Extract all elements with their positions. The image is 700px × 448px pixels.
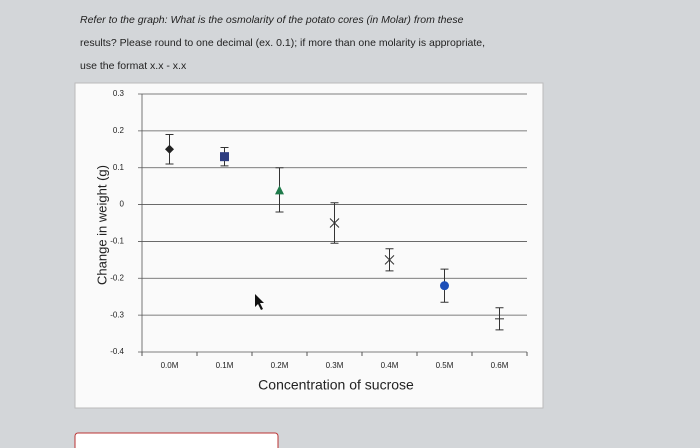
cursor [255,294,264,310]
x-tick-label: 0.5M [436,361,454,370]
answer-box[interactable] [74,432,279,448]
x-tick-label: 0.0M [161,361,179,370]
chart-panel [74,82,544,409]
y-tick-label: -0.2 [110,273,124,282]
x-axis-title: Concentration of sucrose [258,377,414,393]
point [165,144,174,154]
point [440,281,449,291]
question-line: Refer to the graph: What is the osmolari… [80,14,464,26]
y-tick-label: 0.3 [113,89,125,98]
y-axis-title: Change in weight (g) [94,165,109,285]
question-line: use the format x.x - x.x [80,60,187,72]
x-tick-label: 0.1M [216,361,234,370]
y-tick-label: -0.4 [110,347,124,356]
y-tick-label: -0.3 [110,310,124,319]
point [384,255,395,265]
y-tick-label: -0.1 [110,237,124,246]
y-tick-label: 0.1 [113,163,125,172]
x-tick-label: 0.2M [271,361,289,370]
point [220,152,229,162]
x-tick-label: 0.3M [326,361,344,370]
x-tick-label: 0.6M [491,361,509,370]
point [329,218,340,228]
point [275,185,284,195]
question-line: results? Please round to one decimal (ex… [80,37,485,49]
x-tick-label: 0.4M [381,361,399,370]
y-tick-label: 0 [120,200,125,209]
y-tick-label: 0.2 [113,126,125,135]
